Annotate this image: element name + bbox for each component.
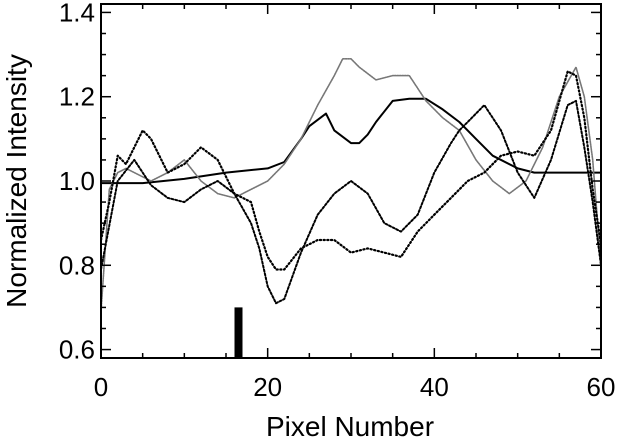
x-tick-label: 20 [253, 372, 282, 402]
x-tick-label: 40 [420, 372, 449, 402]
y-axis-title: Normalized Intensity [1, 54, 32, 308]
y-tick-label: 1.4 [59, 0, 95, 27]
marker-bar [234, 307, 243, 358]
y-tick-label: 1.2 [59, 82, 95, 112]
marker-layer [234, 307, 243, 358]
x-axis-title: Pixel Number [266, 411, 434, 440]
series-line-4 [101, 70, 601, 271]
x-tick-label: 0 [94, 372, 108, 402]
y-tick-label: 0.6 [59, 335, 95, 365]
series-line-2 [101, 57, 601, 313]
series-line-1 [101, 97, 601, 185]
series-line-3 [101, 99, 601, 305]
tick-label-layer: 0 20 40 60 0.6 0.8 1.0 1.2 1.4 [59, 0, 616, 402]
x-tick-label: 60 [587, 372, 616, 402]
y-tick-label: 1.0 [59, 166, 95, 196]
tick-layer [100, 4, 602, 358]
series-layer [101, 57, 601, 313]
y-tick-label: 0.8 [59, 250, 95, 280]
